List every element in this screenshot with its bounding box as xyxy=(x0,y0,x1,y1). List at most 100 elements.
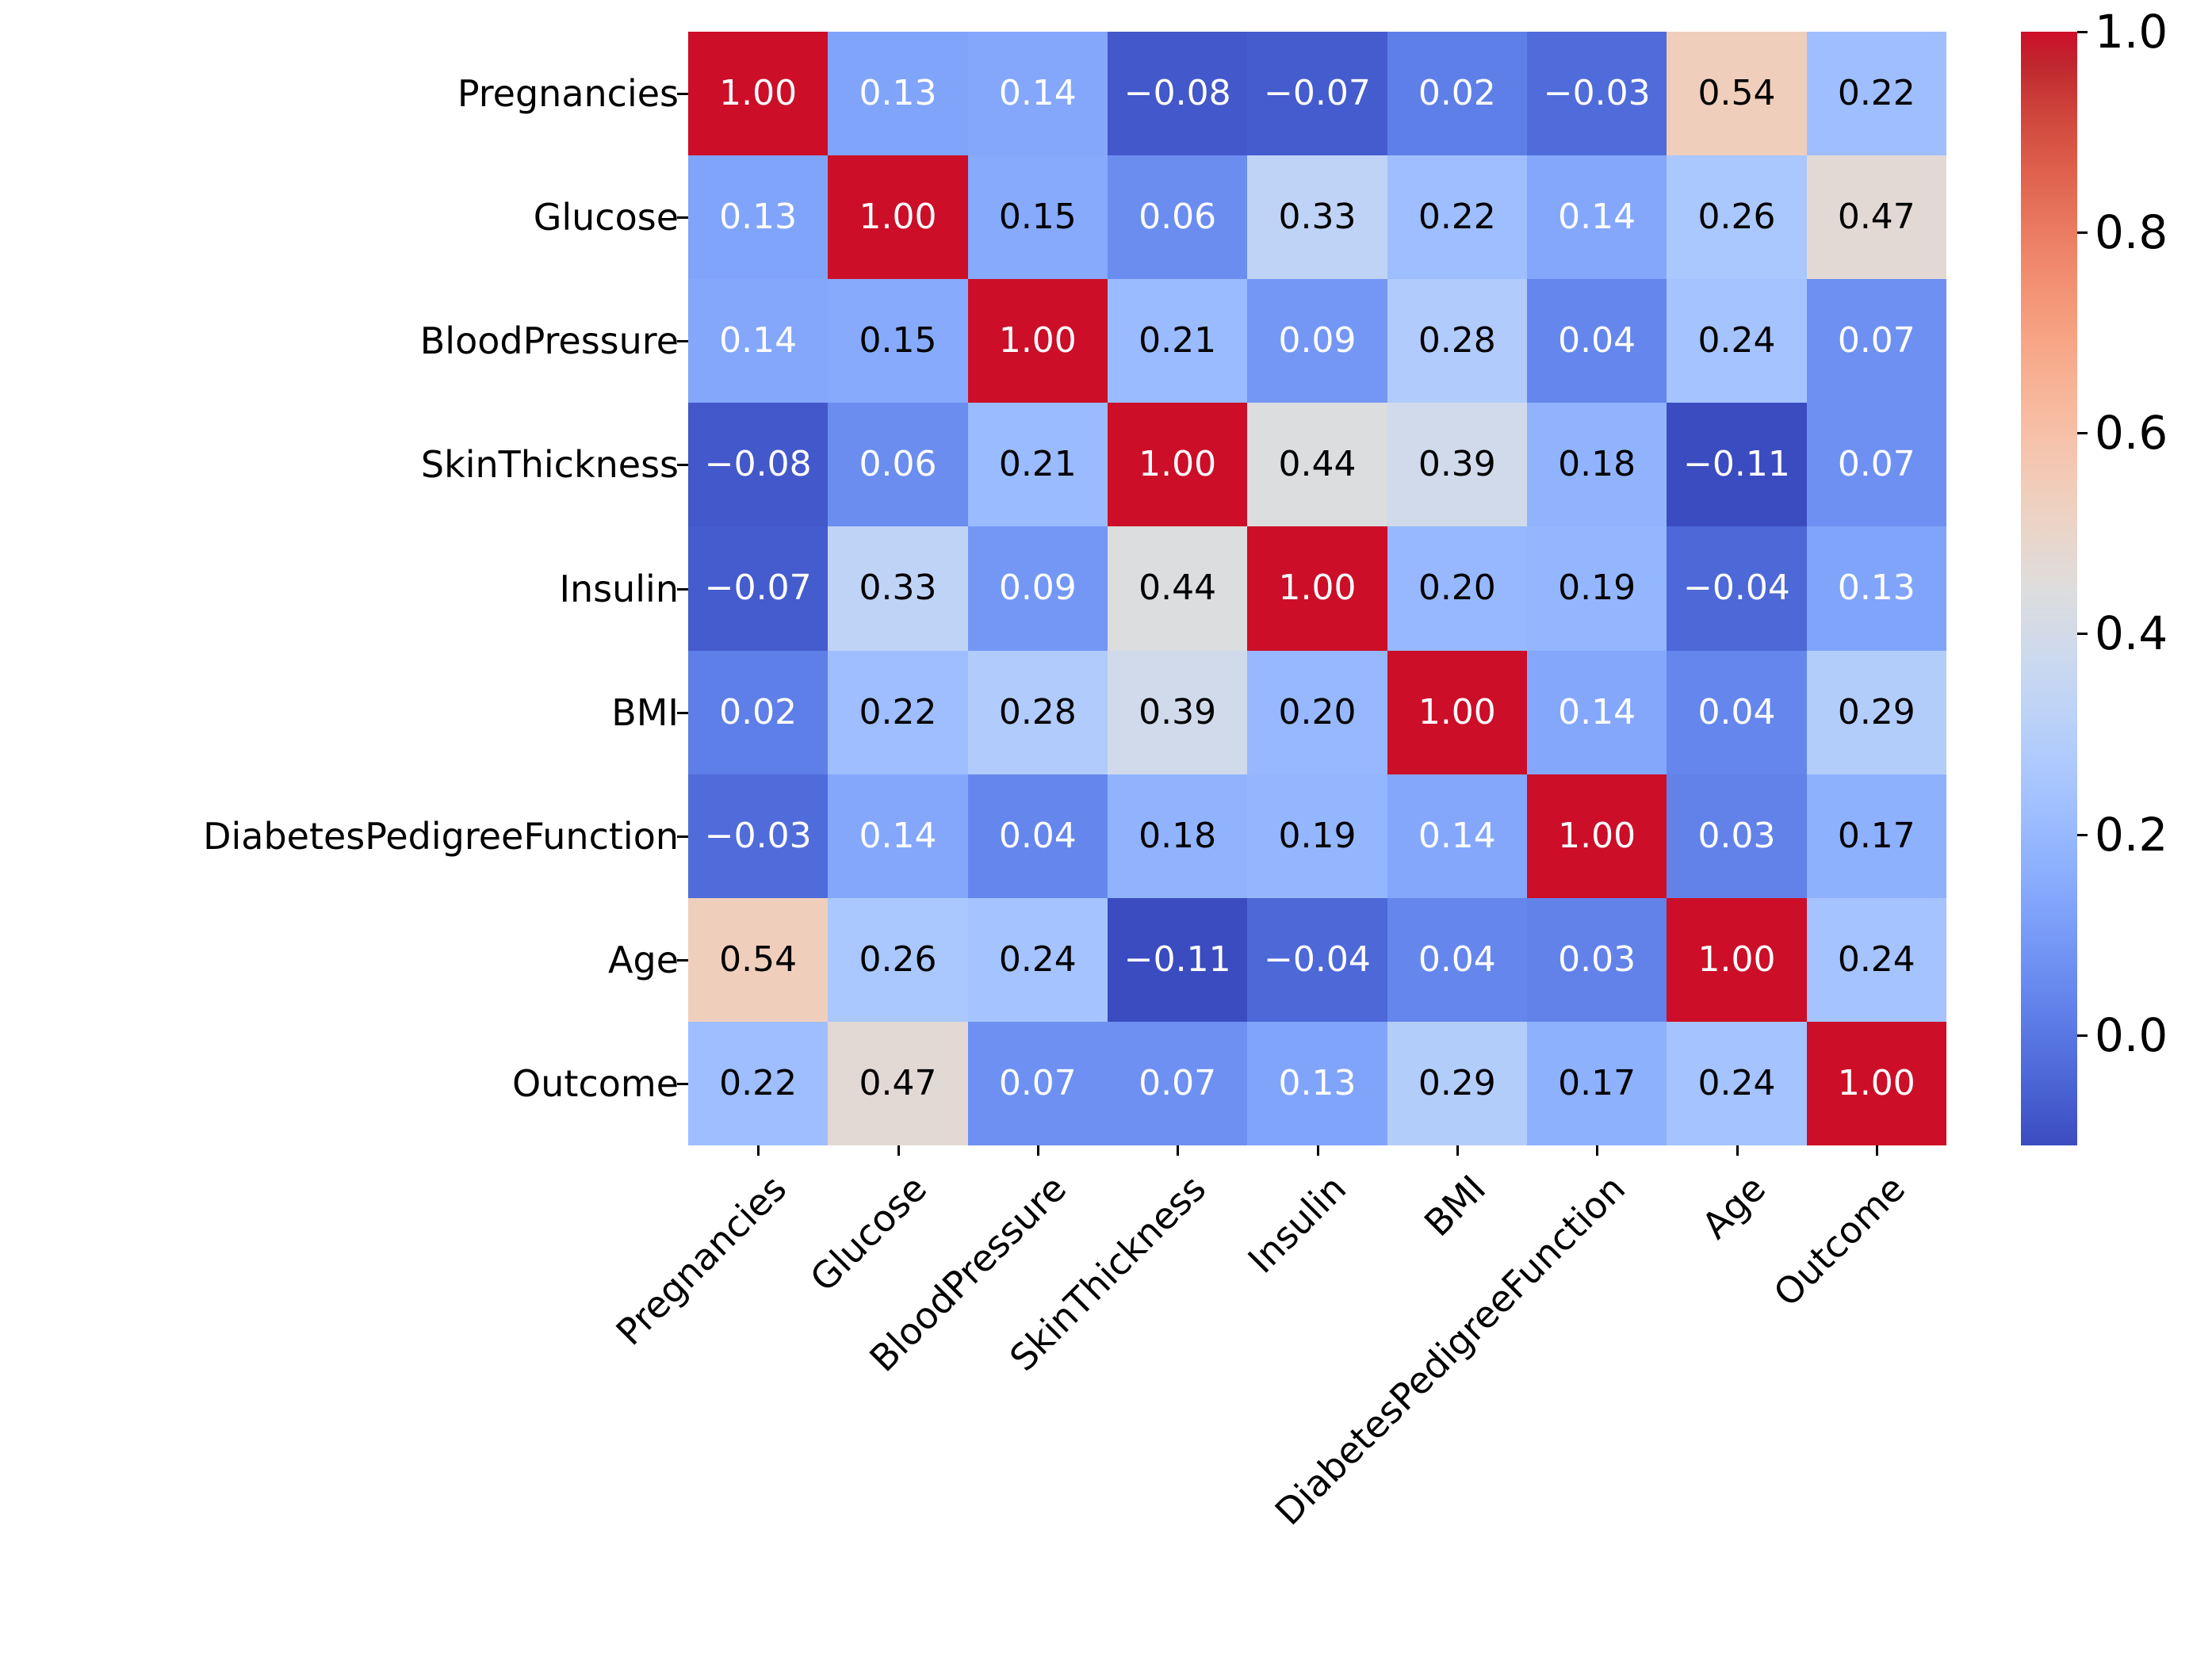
colorbar-gradient xyxy=(2021,32,2077,1145)
cell-value: 1.00 xyxy=(1278,568,1357,609)
cell-value: 0.20 xyxy=(1418,568,1496,609)
cell-value: 0.14 xyxy=(859,815,937,856)
x-tick-mark xyxy=(1036,1145,1039,1156)
heatmap-cell: −0.03 xyxy=(1526,32,1667,156)
colorbar-tick-label: 0.0 xyxy=(2095,1007,2168,1062)
y-tick-mark xyxy=(677,464,688,467)
heatmap-cell: 0.47 xyxy=(1806,155,1946,280)
colorbar-tick-label: 0.8 xyxy=(2095,205,2168,260)
heatmap-cell: 0.19 xyxy=(1526,526,1667,651)
heatmap-cell: 0.33 xyxy=(828,526,968,651)
heatmap-grid: 1.00 0.13 0.14 −0.08 −0.07 0.02 −0.03 0.54 0.22 0… xyxy=(688,32,1946,1145)
heatmap-cell: 0.03 xyxy=(1667,774,1807,898)
colorbar-tick-mark xyxy=(2077,833,2088,836)
cell-value: 1.00 xyxy=(1837,1062,1915,1103)
cell-value: 0.33 xyxy=(859,568,937,609)
cell-value: 0.20 xyxy=(1278,691,1357,732)
cell-value: 0.21 xyxy=(998,444,1077,485)
heatmap-cell: 0.14 xyxy=(828,774,968,898)
heatmap-cell: 0.39 xyxy=(1107,650,1248,774)
colorbar-tick-mark xyxy=(2077,1034,2088,1037)
heatmap-cell: 0.13 xyxy=(1247,1021,1387,1145)
y-tick-label: Age xyxy=(608,938,679,981)
heatmap-cell: 0.15 xyxy=(828,279,968,403)
cell-value: 1.00 xyxy=(998,320,1077,361)
colorbar-tick-label: 0.6 xyxy=(2095,406,2168,461)
cell-value: 0.13 xyxy=(719,197,798,238)
cell-value: 0.13 xyxy=(859,73,937,114)
y-tick-mark xyxy=(677,93,688,96)
cell-value: 0.33 xyxy=(1278,197,1357,238)
heatmap-cell: −0.07 xyxy=(688,526,829,651)
heatmap-cell: 0.47 xyxy=(828,1021,968,1145)
heatmap-cell: −0.08 xyxy=(1107,32,1248,156)
cell-value: 0.18 xyxy=(1558,444,1636,485)
x-tick-mark xyxy=(757,1145,760,1156)
heatmap-cell: 0.22 xyxy=(828,650,968,774)
cell-value: −0.08 xyxy=(1123,73,1231,114)
cell-value: −0.03 xyxy=(1543,73,1651,114)
cell-value: 0.19 xyxy=(1278,815,1357,856)
heatmap-cell: 0.24 xyxy=(1667,279,1807,403)
heatmap-cell: 0.03 xyxy=(1526,897,1667,1022)
y-tick-label: Insulin xyxy=(559,567,679,610)
cell-value: 0.06 xyxy=(1139,197,1217,238)
cell-value: 0.22 xyxy=(1418,197,1496,238)
heatmap-cell: 0.09 xyxy=(967,526,1108,651)
heatmap-cell: 0.39 xyxy=(1387,403,1527,527)
y-tick-mark xyxy=(677,1082,688,1085)
cell-value: 0.28 xyxy=(998,691,1077,732)
cell-value: 0.47 xyxy=(859,1062,937,1103)
cell-value: 0.07 xyxy=(1837,320,1915,361)
heatmap-cell: 0.28 xyxy=(967,650,1108,774)
cell-value: 0.22 xyxy=(719,1062,798,1103)
y-tick-mark xyxy=(677,958,688,962)
heatmap-cell: 0.04 xyxy=(967,774,1108,898)
cell-value: 0.03 xyxy=(1558,939,1636,980)
heatmap-cell: 0.29 xyxy=(1387,1021,1527,1145)
heatmap-cell: 0.26 xyxy=(828,897,968,1022)
heatmap-cell: 0.44 xyxy=(1247,403,1387,527)
colorbar-tick-label: 0.4 xyxy=(2095,606,2168,661)
cell-value: 0.14 xyxy=(998,73,1077,114)
cell-value: 0.17 xyxy=(1558,1062,1636,1103)
cell-value: 0.13 xyxy=(1278,1062,1357,1103)
cell-value: 0.07 xyxy=(1837,444,1915,485)
cell-value: 0.14 xyxy=(719,320,798,361)
cell-value: 0.29 xyxy=(1418,1062,1496,1103)
y-tick-label: Glucose xyxy=(533,196,679,239)
cell-value: 1.00 xyxy=(1558,815,1636,856)
heatmap-cell: −0.04 xyxy=(1667,526,1807,651)
heatmap-cell: 0.07 xyxy=(1806,279,1946,403)
heatmap-cell: 0.06 xyxy=(1107,155,1248,280)
heatmap-cell: 0.06 xyxy=(828,403,968,527)
cell-value: 0.18 xyxy=(1139,815,1217,856)
heatmap-cell: 0.14 xyxy=(1387,774,1527,898)
heatmap-cell: −0.08 xyxy=(688,403,829,527)
cell-value: 0.26 xyxy=(859,939,937,980)
cell-value: 0.15 xyxy=(998,197,1077,238)
cell-value: 0.07 xyxy=(1139,1062,1217,1103)
heatmap-cell: 1.00 xyxy=(967,279,1108,403)
heatmap-cell: 0.13 xyxy=(1806,526,1946,651)
cell-value: 0.44 xyxy=(1139,568,1217,609)
cell-value: 0.07 xyxy=(998,1062,1077,1103)
cell-value: −0.11 xyxy=(1683,444,1790,485)
heatmap-cell: 0.14 xyxy=(1526,650,1667,774)
y-tick-label: DiabetesPedigreeFunction xyxy=(203,814,679,858)
cell-value: 0.02 xyxy=(719,691,798,732)
heatmap-cell: 0.17 xyxy=(1526,1021,1667,1145)
x-tick-mark xyxy=(1596,1145,1599,1156)
cell-value: −0.04 xyxy=(1264,939,1371,980)
y-tick-mark xyxy=(677,711,688,714)
heatmap-cell: 0.04 xyxy=(1667,650,1807,774)
y-tick-mark xyxy=(677,216,688,220)
cell-value: 0.02 xyxy=(1418,73,1496,114)
heatmap-cell: 1.00 xyxy=(1247,526,1387,651)
heatmap-cell: 0.13 xyxy=(828,32,968,156)
cell-value: 0.24 xyxy=(1697,1062,1776,1103)
cell-value: 0.15 xyxy=(859,320,937,361)
heatmap-cell: 0.02 xyxy=(1387,32,1527,156)
x-tick-mark xyxy=(1875,1145,1878,1156)
